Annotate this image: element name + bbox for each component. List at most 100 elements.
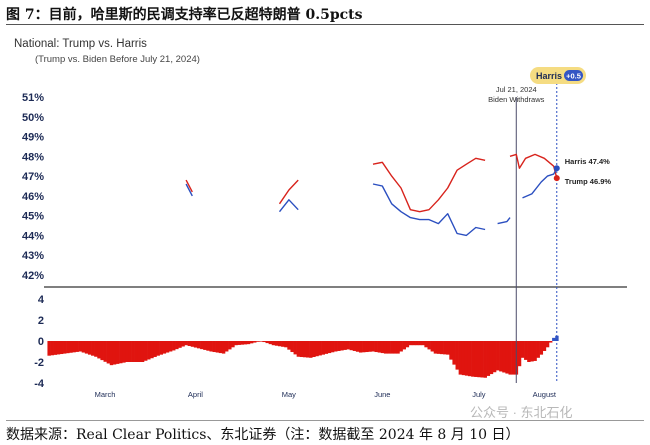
margin-bar — [340, 341, 344, 351]
margin-bar — [461, 341, 466, 376]
margin-bar — [415, 341, 419, 346]
margin-bar — [131, 341, 135, 362]
margin-bar — [165, 341, 170, 353]
margin-bar — [187, 341, 192, 346]
margin-bar — [265, 341, 269, 344]
margin-bar — [122, 341, 126, 363]
margin-bar — [78, 341, 83, 352]
margin-bar — [530, 341, 534, 362]
series-line-trump — [278, 179, 299, 205]
y-tick-label: 45% — [22, 211, 44, 223]
series-end-dot-harris — [553, 165, 560, 172]
margin-bar — [418, 341, 422, 346]
series-line-trump — [509, 153, 558, 179]
y-tick-label: 49% — [22, 132, 44, 144]
margin-bar — [302, 341, 307, 358]
lead-badge-pill — [564, 70, 583, 81]
margin-bar — [430, 341, 435, 352]
margin-bar — [396, 341, 400, 354]
x-tick-label: April — [188, 390, 203, 399]
margin-bar — [411, 341, 416, 346]
margin-bar — [168, 341, 173, 352]
x-tick-label: May — [282, 390, 296, 399]
margin-bar — [237, 341, 241, 345]
margin-bar — [380, 341, 385, 354]
margin-bar — [349, 341, 354, 351]
margin-bar — [63, 341, 67, 354]
margin-bar — [483, 341, 487, 378]
margin-bar — [97, 341, 101, 359]
margin-bar — [277, 341, 282, 347]
margin-bar — [480, 341, 484, 378]
margin-bar — [502, 341, 506, 373]
margin-bar — [69, 341, 73, 353]
margin-bar — [427, 341, 431, 350]
margin-bar — [262, 341, 266, 343]
margin-bar — [433, 341, 438, 354]
margin-bar — [218, 341, 223, 354]
margin-bar — [371, 341, 375, 352]
margin-bar — [253, 341, 257, 343]
margin-bar — [147, 341, 151, 360]
margin-bar — [112, 341, 117, 365]
margin-bar — [59, 341, 64, 355]
margin-bar — [150, 341, 154, 359]
margin-bar — [66, 341, 70, 354]
y-tick-label: 50% — [22, 112, 44, 124]
margin-bar — [424, 341, 428, 348]
margin-bar — [545, 341, 550, 348]
watermark: 公众号 · 东北石化 — [470, 405, 573, 420]
margin-bar — [209, 341, 213, 352]
margin-bar — [134, 341, 139, 362]
margin-bar — [446, 341, 450, 355]
margin-bar — [53, 341, 58, 355]
margin-bar — [524, 341, 528, 360]
margin-bar — [536, 341, 540, 358]
margin-bar — [505, 341, 509, 374]
margin-bar — [421, 341, 425, 346]
margin-bar — [72, 341, 76, 353]
margin-bar — [321, 341, 325, 355]
margin-bar — [243, 341, 248, 345]
margin-bar — [533, 341, 537, 361]
margin-bar — [458, 341, 463, 375]
margin-bar — [125, 341, 129, 362]
y-tick-label: 48% — [22, 151, 44, 163]
margin-bar — [520, 341, 525, 358]
margin-bar — [489, 341, 494, 375]
series-line-harris — [522, 167, 558, 199]
margin-bar — [309, 341, 313, 358]
margin-bar — [511, 341, 516, 375]
y-tick-label: 44% — [22, 230, 44, 242]
margin-bar — [91, 341, 95, 356]
margin-bar — [324, 341, 329, 354]
margin-bar — [47, 341, 51, 356]
margin-bar — [290, 341, 294, 353]
margin-bar — [287, 341, 291, 350]
margin-bar — [548, 341, 553, 343]
event-label-text: Biden Withdraws — [488, 95, 545, 104]
margin-bar — [293, 341, 297, 355]
margin-bar — [492, 341, 497, 373]
margin-bar — [221, 341, 226, 354]
y-tick-label: 47% — [22, 171, 44, 183]
margin-bar — [318, 341, 322, 356]
x-tick-label: August — [533, 390, 557, 399]
margin-bar — [228, 341, 232, 350]
margin-bar — [284, 341, 288, 348]
margin-bar — [377, 341, 382, 353]
margin-bar — [234, 341, 238, 346]
margin-bar — [296, 341, 301, 357]
lead-badge-label: Harris — [536, 71, 562, 81]
margin-bar — [477, 341, 481, 378]
series-end-dot-trump — [553, 175, 560, 182]
margin-bar — [452, 341, 456, 365]
y-tick-label: 51% — [22, 92, 44, 104]
margin-bar — [486, 341, 491, 376]
margin-bar — [383, 341, 388, 354]
margin-bar — [499, 341, 503, 372]
margin-bar — [346, 341, 350, 350]
margin-bar — [436, 341, 441, 354]
margin-bar — [368, 341, 372, 352]
margin-bar — [75, 341, 79, 352]
